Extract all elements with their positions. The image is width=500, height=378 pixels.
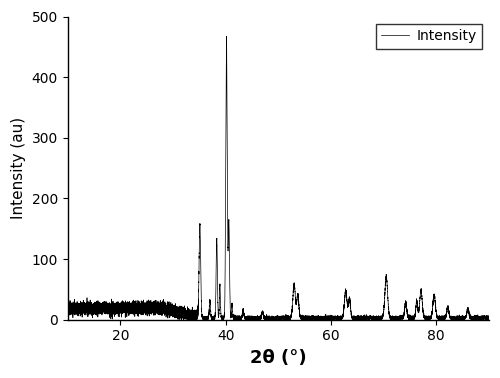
Intensity	[469, 315, 475, 320]
Y-axis label: Intensity (au): Intensity (au)	[11, 117, 26, 219]
Intensity	[224, 34, 230, 39]
Intensity	[65, 310, 71, 314]
Intensity	[439, 316, 445, 320]
Intensity	[486, 316, 492, 321]
Legend: Intensity: Intensity	[376, 23, 482, 49]
Intensity	[400, 316, 406, 320]
Intensity	[106, 309, 112, 314]
Intensity	[171, 311, 177, 315]
X-axis label: 2θ (°): 2θ (°)	[250, 349, 306, 367]
Line: Intensity: Intensity	[68, 36, 489, 320]
Intensity	[324, 318, 330, 322]
Intensity	[410, 317, 416, 322]
